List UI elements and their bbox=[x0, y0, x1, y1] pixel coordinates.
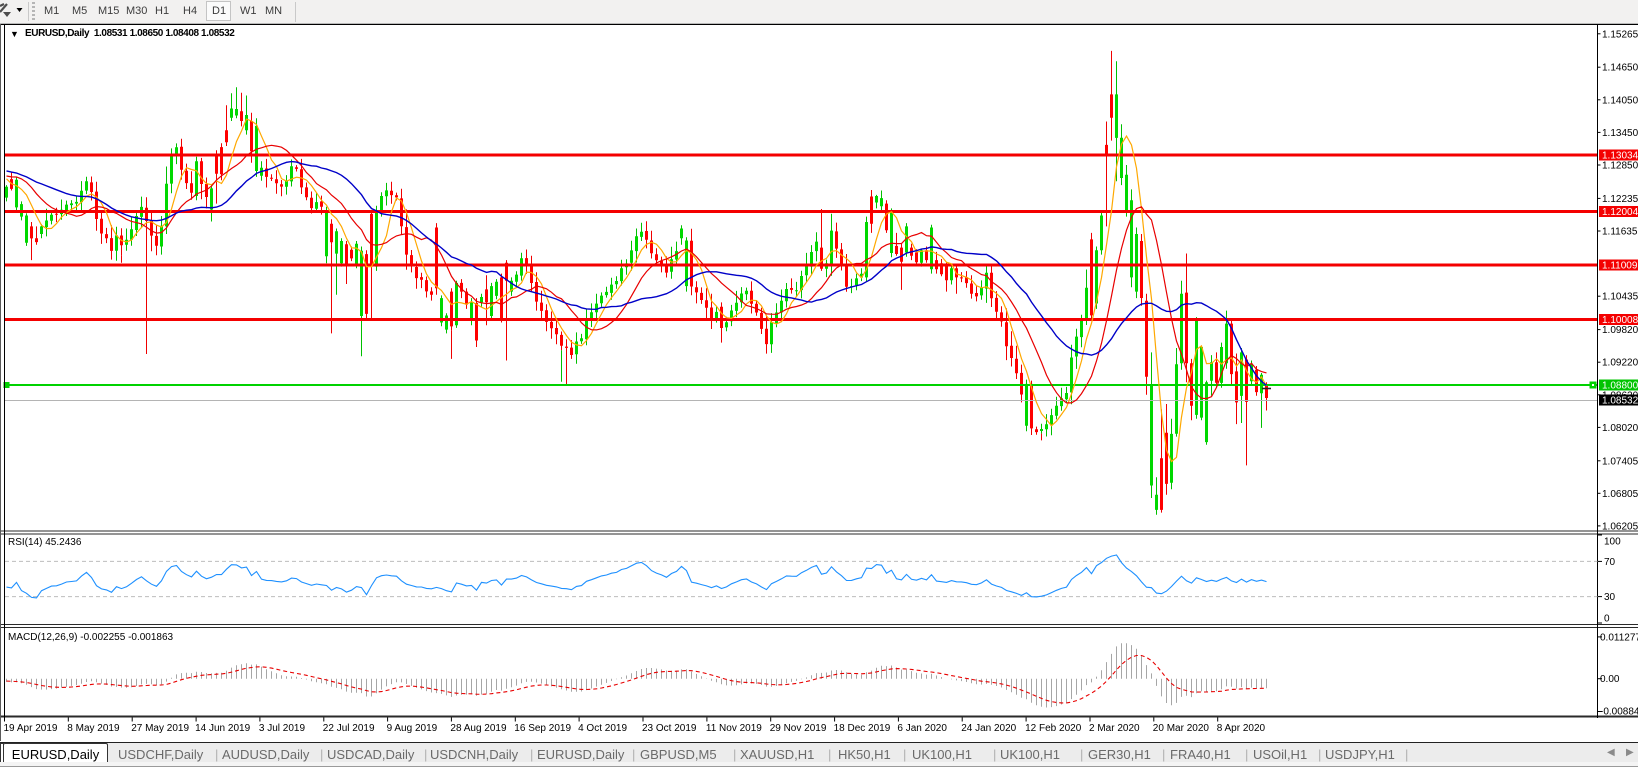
svg-text:1.12004: 1.12004 bbox=[1602, 207, 1638, 218]
svg-text:1.13450: 1.13450 bbox=[1602, 128, 1638, 139]
svg-text:1.08800: 1.08800 bbox=[1602, 381, 1638, 392]
svg-text:9 Aug 2019: 9 Aug 2019 bbox=[387, 723, 438, 734]
svg-text:1.10435: 1.10435 bbox=[1602, 292, 1638, 303]
svg-text:16 Sep 2019: 16 Sep 2019 bbox=[514, 723, 571, 734]
svg-text:14 Jun 2019: 14 Jun 2019 bbox=[195, 723, 250, 734]
svg-text:1.08532: 1.08532 bbox=[1602, 396, 1638, 407]
svg-text:1.06805: 1.06805 bbox=[1602, 489, 1638, 500]
svg-text:6 Jan 2020: 6 Jan 2020 bbox=[897, 723, 947, 734]
svg-text:1.14650: 1.14650 bbox=[1602, 63, 1638, 74]
svg-text:1.11009: 1.11009 bbox=[1602, 261, 1638, 272]
svg-text:1.14050: 1.14050 bbox=[1602, 95, 1638, 106]
svg-text:1.12235: 1.12235 bbox=[1602, 194, 1638, 205]
svg-text:1.12850: 1.12850 bbox=[1602, 161, 1638, 172]
svg-text:22 Jul 2019: 22 Jul 2019 bbox=[323, 723, 375, 734]
svg-text:4 Oct 2019: 4 Oct 2019 bbox=[578, 723, 627, 734]
svg-text:12 Feb 2020: 12 Feb 2020 bbox=[1025, 723, 1082, 734]
svg-text:24 Jan 2020: 24 Jan 2020 bbox=[961, 723, 1016, 734]
svg-text:30: 30 bbox=[1604, 592, 1616, 603]
svg-text:1.13034: 1.13034 bbox=[1602, 151, 1638, 162]
svg-text:-0.008845: -0.008845 bbox=[1600, 707, 1638, 718]
svg-text:8 Apr 2020: 8 Apr 2020 bbox=[1217, 723, 1266, 734]
svg-text:100: 100 bbox=[1604, 537, 1621, 548]
svg-text:1.08020: 1.08020 bbox=[1602, 423, 1638, 434]
svg-text:1.10008: 1.10008 bbox=[1602, 315, 1638, 326]
svg-text:0: 0 bbox=[1604, 614, 1610, 625]
svg-text:3 Jul 2019: 3 Jul 2019 bbox=[259, 723, 306, 734]
svg-text:1.09220: 1.09220 bbox=[1602, 358, 1638, 369]
svg-text:1.09820: 1.09820 bbox=[1602, 325, 1638, 336]
svg-text:20 Mar 2020: 20 Mar 2020 bbox=[1153, 723, 1210, 734]
svg-text:27 May 2019: 27 May 2019 bbox=[131, 723, 189, 734]
svg-text:19 Apr 2019: 19 Apr 2019 bbox=[4, 723, 58, 734]
svg-text:70: 70 bbox=[1604, 557, 1616, 568]
svg-text:1.11635: 1.11635 bbox=[1602, 227, 1638, 238]
svg-text:29 Nov 2019: 29 Nov 2019 bbox=[770, 723, 827, 734]
svg-text:0.011277: 0.011277 bbox=[1600, 632, 1638, 643]
svg-text:11 Nov 2019: 11 Nov 2019 bbox=[706, 723, 762, 734]
svg-text:28 Aug 2019: 28 Aug 2019 bbox=[450, 723, 507, 734]
svg-text:18 Dec 2019: 18 Dec 2019 bbox=[834, 723, 891, 734]
svg-text:8 May 2019: 8 May 2019 bbox=[67, 723, 120, 734]
svg-text:2 Mar 2020: 2 Mar 2020 bbox=[1089, 723, 1140, 734]
svg-text:23 Oct 2019: 23 Oct 2019 bbox=[642, 723, 697, 734]
svg-text:1.06205: 1.06205 bbox=[1602, 521, 1638, 532]
svg-text:1.15265: 1.15265 bbox=[1602, 29, 1638, 40]
svg-text:0.00: 0.00 bbox=[1600, 674, 1620, 685]
svg-text:1.07405: 1.07405 bbox=[1602, 456, 1638, 467]
